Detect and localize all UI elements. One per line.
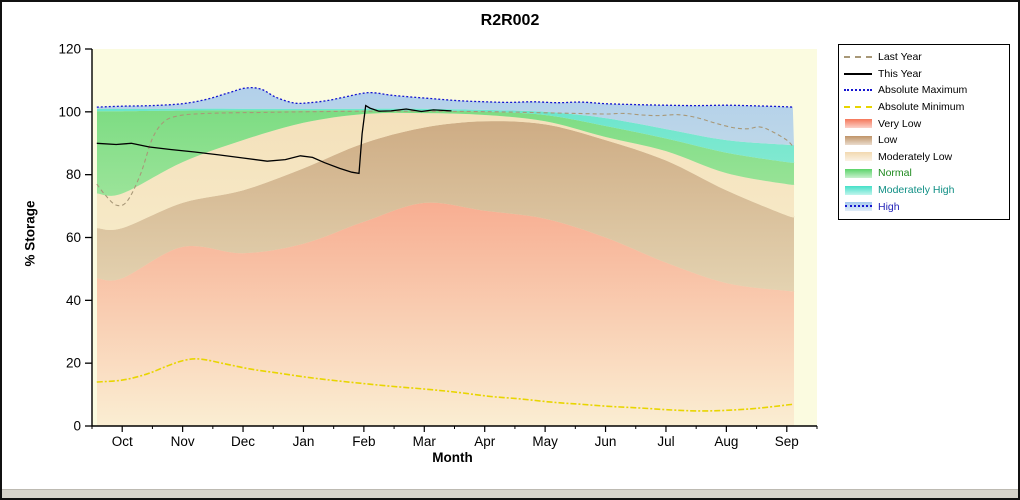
- legend-label: Moderately High: [878, 184, 955, 197]
- band-normal: [97, 110, 795, 196]
- legend-item-this-year: This Year: [843, 66, 1005, 83]
- legend-item-absolute-minimum: Absolute Minimum: [843, 99, 1005, 116]
- line-this-year: [96, 104, 452, 175]
- chart-title: R2R002: [480, 12, 540, 29]
- legend-sample-last-year: [843, 56, 873, 59]
- band-moderately-low: [97, 112, 795, 230]
- legend-sample-high: [843, 202, 873, 212]
- legend-item-moderately-high: Moderately High: [843, 182, 1005, 199]
- legend-sample-absolute-minimum: [843, 106, 873, 109]
- legend-item-very-low: Very Low: [843, 115, 1005, 132]
- x-tick-label: Sep: [775, 434, 799, 449]
- x-tick-label: Mar: [413, 434, 437, 449]
- legend-sample-very-low: [843, 119, 873, 129]
- legend-box: Last Year This Year Absolute Maximum Absolu…: [838, 44, 1010, 220]
- legend-sample-low: [843, 135, 873, 145]
- legend-label: High: [878, 200, 900, 213]
- legend-label: Last Year: [878, 51, 922, 64]
- legend-sample-absolute-maximum: [843, 89, 873, 92]
- x-tick-label: Jan: [293, 434, 315, 449]
- legend-sample-this-year: [843, 72, 873, 75]
- x-tick-label: Jul: [657, 434, 674, 449]
- legend-sample-moderately-high: [843, 185, 873, 195]
- legend-item-last-year: Last Year: [843, 49, 1005, 66]
- line-absolute-maximum: [96, 87, 793, 108]
- legend-label: Absolute Minimum: [878, 101, 965, 114]
- y-tick-label: 120: [58, 42, 81, 57]
- x-tick-label: Dec: [231, 434, 255, 449]
- x-axis-label: Month: [432, 450, 473, 465]
- x-tick-label: May: [532, 434, 558, 449]
- band-very-low: [97, 202, 795, 426]
- x-tick-label: Apr: [474, 434, 496, 449]
- storage-plot: 0 20 40 60 80 100 120 Oct Nov Dec Jan Feb Mar Apr May J…: [58, 42, 818, 449]
- legend-sample-normal: [843, 168, 873, 178]
- x-tick-label: Oct: [112, 434, 133, 449]
- band-high: [96, 87, 795, 146]
- x-tick-label: Jun: [595, 434, 617, 449]
- y-tick-label: 0: [73, 419, 81, 434]
- x-tick-label: Feb: [352, 434, 375, 449]
- legend-item-moderately-low: Moderately Low: [843, 149, 1005, 166]
- legend-item-normal: Normal: [843, 165, 1005, 182]
- legend-label: Very Low: [878, 117, 922, 130]
- y-tick-label: 60: [66, 230, 81, 245]
- x-tick-label: Aug: [714, 434, 738, 449]
- y-tick-label: 20: [66, 356, 81, 371]
- legend-item-high: High: [843, 198, 1005, 215]
- legend-item-low: Low: [843, 132, 1005, 149]
- legend-sample-moderately-low: [843, 152, 873, 162]
- y-tick-label: 100: [58, 104, 81, 119]
- legend-label: Low: [878, 134, 898, 147]
- band-low: [97, 121, 795, 292]
- y-tick-label: 80: [66, 167, 81, 182]
- x-tick-label: Nov: [171, 434, 195, 449]
- legend-label: Moderately Low: [878, 150, 953, 163]
- line-absolute-minimum: [96, 358, 793, 412]
- legend-label: This Year: [878, 67, 922, 80]
- line-last-year: [96, 110, 794, 207]
- y-tick-label: 40: [66, 293, 81, 308]
- legend-label: Absolute Maximum: [878, 84, 968, 97]
- legend-label: Normal: [878, 167, 912, 180]
- bottom-bar: [2, 489, 1018, 498]
- band-moderately-high: [97, 108, 795, 163]
- legend-item-absolute-maximum: Absolute Maximum: [843, 82, 1005, 99]
